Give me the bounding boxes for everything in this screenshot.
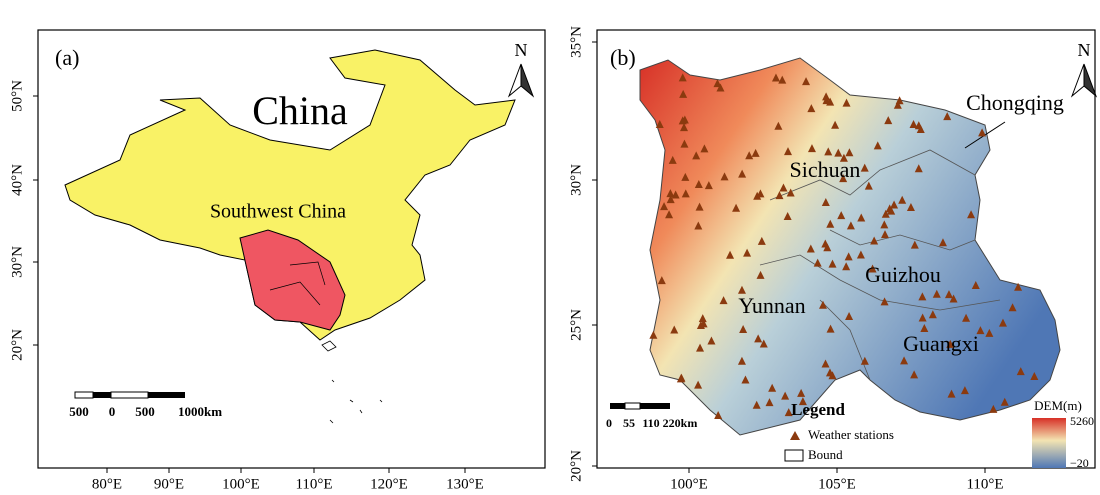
scale-label: 500 — [135, 404, 155, 419]
y-tick-label: 40°N — [9, 164, 25, 196]
scale-label: 500 — [69, 404, 89, 419]
scale-bar — [610, 403, 625, 409]
scale-bar — [75, 392, 93, 398]
scale-bar — [625, 403, 640, 409]
x-tick-label: 80°E — [92, 476, 122, 492]
legend-title: Legend — [791, 400, 845, 419]
y-tick-label: 20°N — [568, 450, 584, 482]
province-label: Guangxi — [903, 331, 979, 356]
scale-bar — [640, 403, 670, 409]
y-tick-label: 30°N — [568, 164, 584, 196]
scale-bar — [93, 392, 111, 398]
province-label: Yunnan — [738, 293, 805, 318]
y-tick-label: 25°N — [568, 309, 584, 341]
map-title: China — [252, 88, 348, 133]
y-tick-label: 50°N — [9, 80, 25, 112]
province-label: Guizhou — [865, 262, 941, 287]
scale-label: 55 — [623, 416, 635, 430]
colorbar — [1032, 418, 1066, 468]
figure: (a) China Southwest China N 500 0 500 1000k… — [0, 0, 1100, 495]
x-tick-label: 130°E — [446, 476, 484, 492]
province-label: Chongqing — [966, 90, 1064, 115]
scale-label: 110 — [642, 416, 659, 430]
legend-item: Bound — [808, 447, 843, 462]
y-tick-label: 35°N — [568, 26, 584, 58]
scale-label: 0 — [606, 416, 612, 430]
panel-label: (a) — [55, 45, 79, 70]
colorbar-max: 5260 — [1070, 414, 1094, 428]
legend-item: Weather stations — [808, 427, 894, 442]
panel-label: (b) — [610, 45, 636, 70]
colorbar-title: DEM(m) — [1034, 398, 1082, 413]
scale-bar — [111, 392, 148, 398]
north-label: N — [1078, 40, 1091, 60]
x-tick-label: 90°E — [154, 476, 184, 492]
scale-bar — [148, 392, 185, 398]
x-tick-label: 100°E — [222, 476, 260, 492]
x-tick-label: 100°E — [670, 476, 708, 492]
scale-label: 220km — [663, 416, 698, 430]
north-label: N — [515, 40, 528, 60]
region-label: Southwest China — [210, 201, 346, 223]
x-tick-label: 110°E — [966, 476, 1003, 492]
x-tick-label: 110°E — [295, 476, 332, 492]
scale-label: 0 — [109, 404, 116, 419]
scale-label: 1000km — [178, 404, 222, 419]
legend-marker — [785, 450, 803, 461]
province-label: Sichuan — [790, 157, 861, 182]
x-tick-label: 120°E — [370, 476, 408, 492]
colorbar-min: −20 — [1070, 456, 1089, 470]
y-tick-label: 30°N — [9, 246, 25, 278]
x-tick-label: 105°E — [818, 476, 856, 492]
y-tick-label: 20°N — [9, 329, 25, 361]
